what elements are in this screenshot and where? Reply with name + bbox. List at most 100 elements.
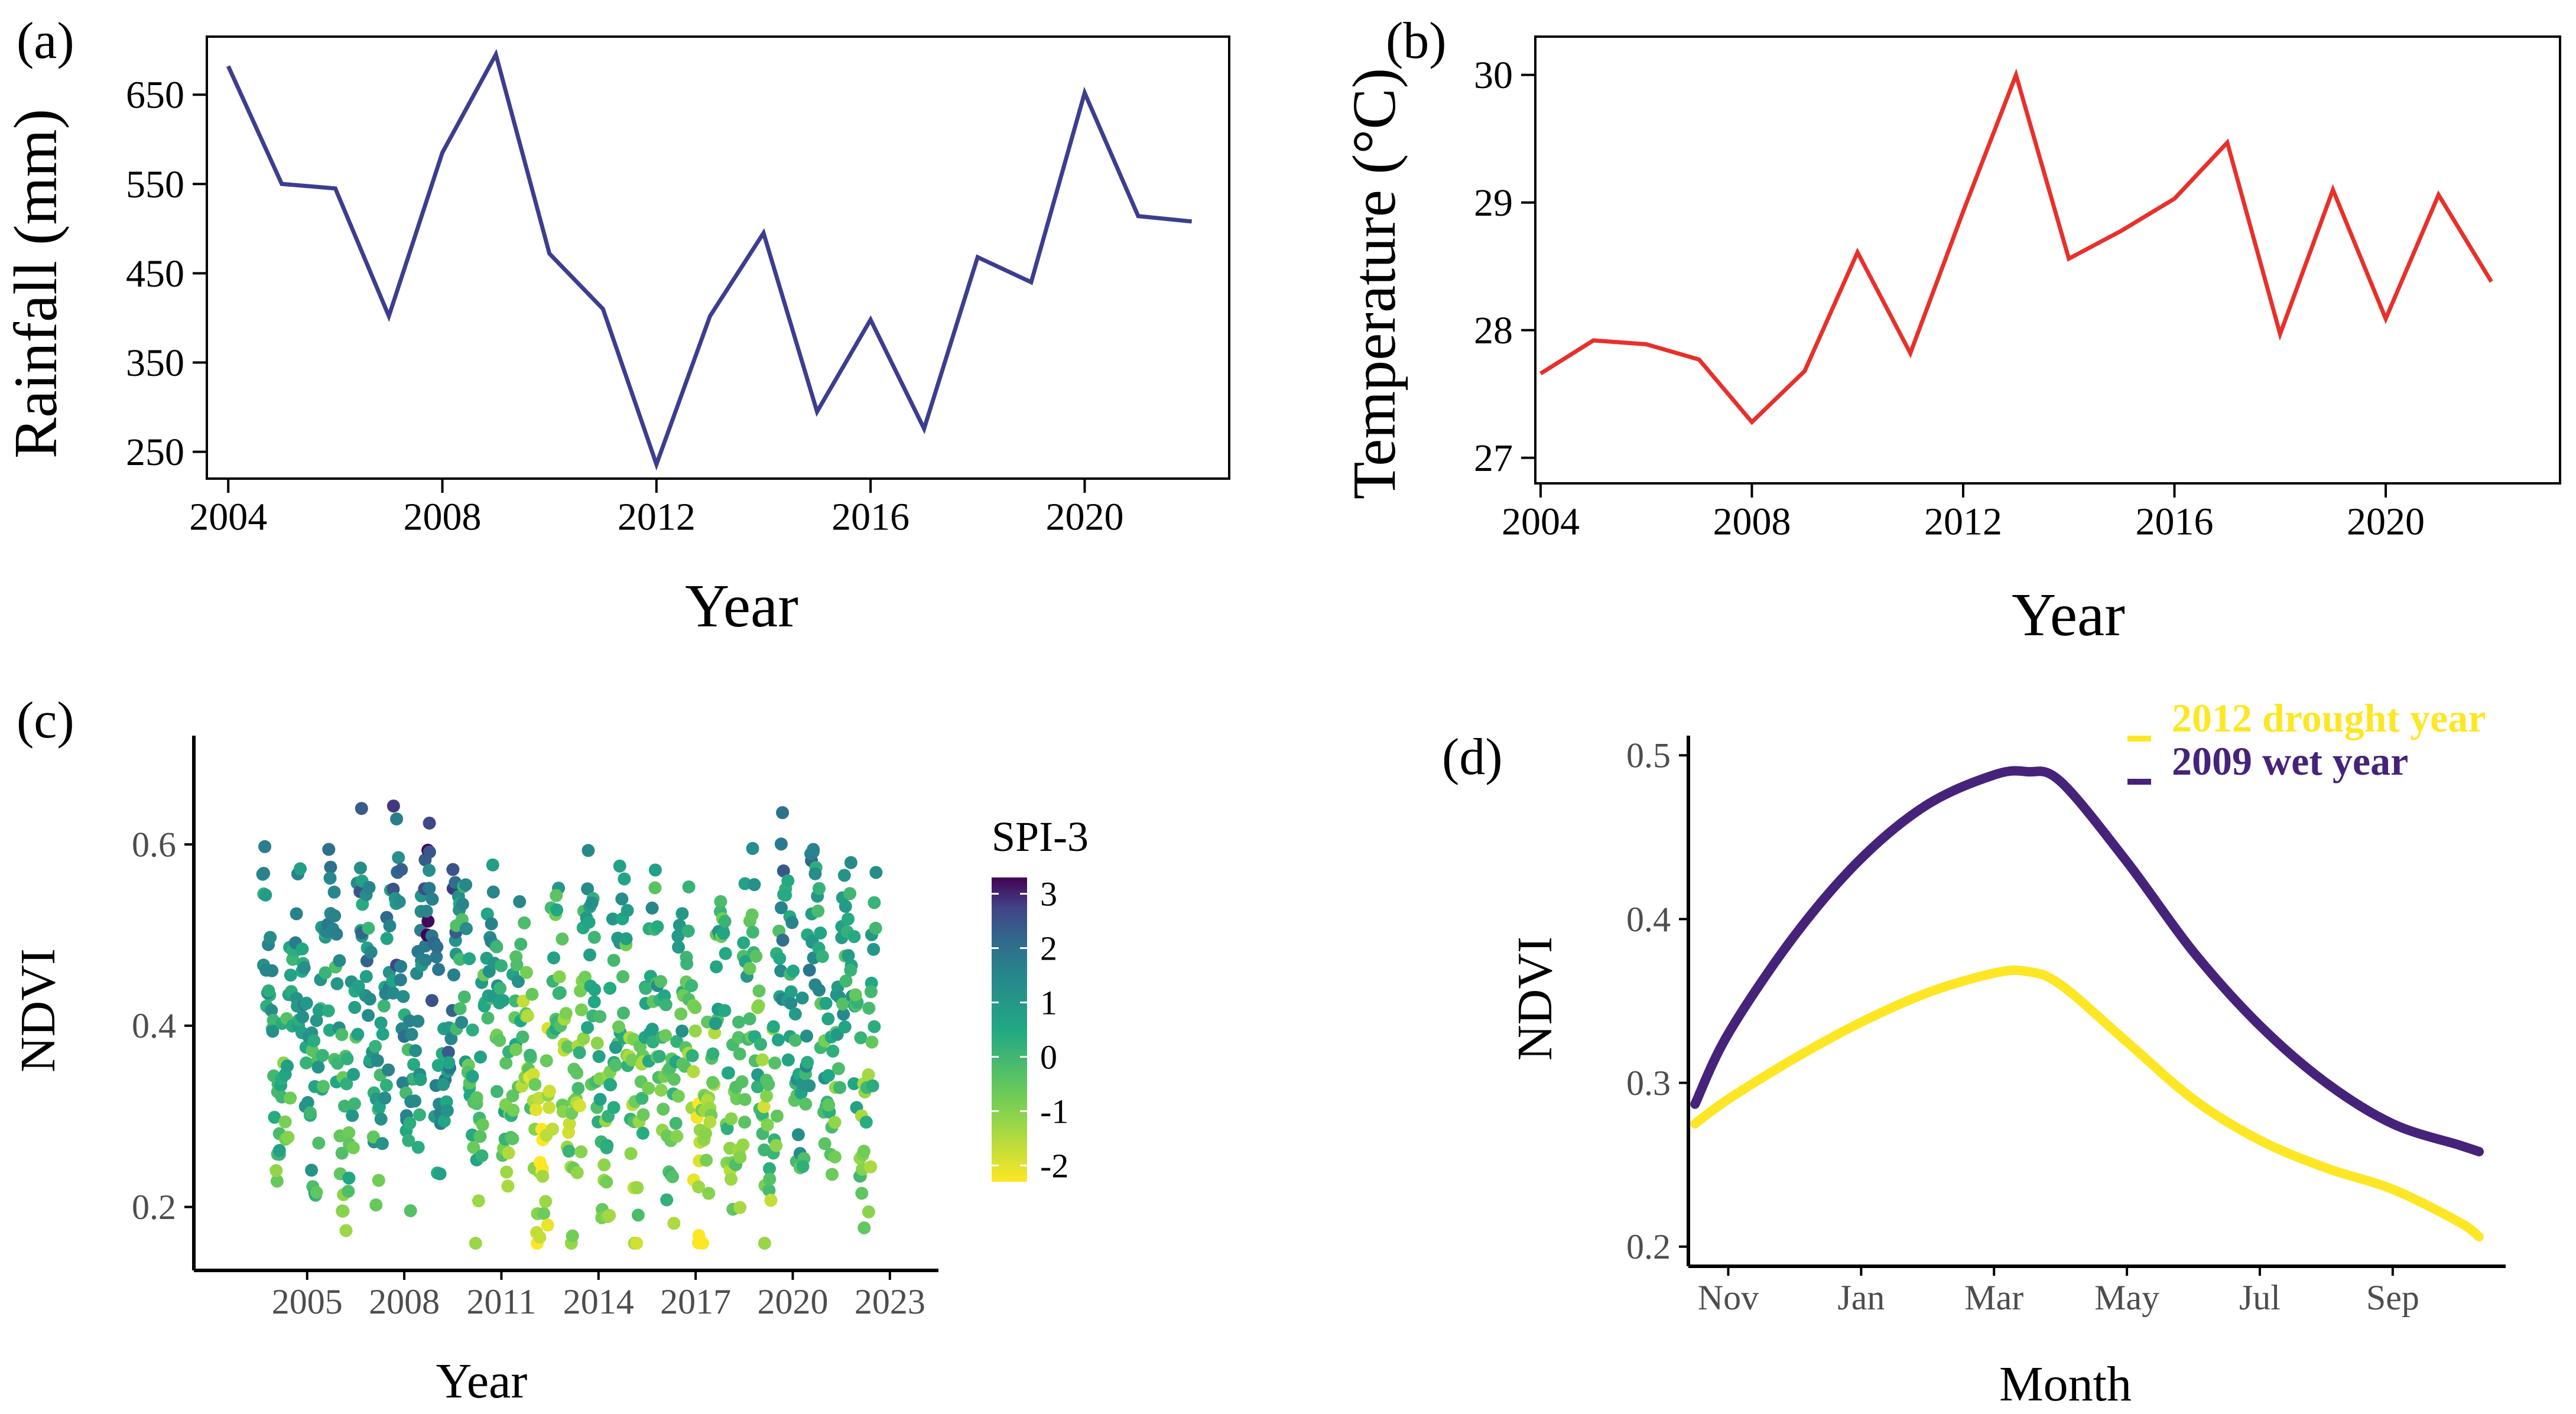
- scatter-point: [787, 964, 800, 978]
- y-tick-label: 27: [1474, 437, 1513, 480]
- scatter-point: [821, 1012, 835, 1026]
- scatter-point: [718, 1004, 732, 1018]
- scatter-point: [844, 856, 857, 869]
- scatter-point: [756, 1053, 769, 1067]
- scatter-point: [652, 1049, 666, 1063]
- scatter-point: [745, 908, 759, 922]
- scatter-point: [573, 1099, 586, 1113]
- scatter-point: [386, 986, 400, 1000]
- scatter-point: [738, 1093, 752, 1106]
- scatter-point: [563, 1117, 576, 1130]
- scatter-point: [432, 963, 446, 976]
- scatter-point: [311, 1060, 325, 1074]
- x-tick-label: Jul: [2239, 1278, 2281, 1317]
- scatter-point: [407, 1058, 420, 1071]
- panel-a-label: (a): [17, 12, 74, 70]
- scatter-point: [547, 951, 560, 965]
- scatter-point: [493, 1033, 506, 1047]
- scatter-point: [527, 1068, 540, 1081]
- scatter-point: [733, 1150, 747, 1164]
- scatter-point: [333, 954, 346, 967]
- scatter-point: [743, 962, 756, 975]
- scatter-point: [392, 895, 406, 909]
- scatter-point: [725, 1172, 738, 1186]
- scatter-point: [474, 1050, 487, 1064]
- scatter-point: [463, 952, 476, 966]
- scatter-point: [553, 970, 566, 984]
- colorbar-tick-label: 0: [1040, 1038, 1057, 1076]
- scatter-point: [543, 1084, 556, 1098]
- x-tick-label: 2016: [831, 496, 909, 539]
- scatter-point: [581, 882, 595, 896]
- scatter-point: [763, 1172, 777, 1186]
- scatter-point: [355, 802, 368, 815]
- scatter-point: [423, 817, 436, 830]
- scatter-point: [587, 995, 601, 1009]
- scatter-point: [316, 1049, 329, 1062]
- scatter-point: [738, 1116, 751, 1129]
- scatter-point: [550, 889, 563, 902]
- scatter-point: [570, 1166, 584, 1179]
- scatter-point: [826, 1044, 840, 1058]
- scatter-point: [603, 1078, 617, 1091]
- scatter-point: [808, 867, 822, 880]
- scatter-point: [310, 1185, 323, 1199]
- colorbar-tick-label: -2: [1040, 1146, 1068, 1185]
- scatter-point: [659, 998, 673, 1012]
- scatter-point: [300, 1056, 313, 1070]
- y-tick-label: 450: [126, 252, 184, 295]
- scatter-point: [659, 1029, 672, 1042]
- scatter-point: [581, 1021, 594, 1035]
- x-tick-label: Nov: [1698, 1278, 1759, 1317]
- x-tick-label: 2008: [1713, 500, 1791, 544]
- scatter-point: [418, 954, 432, 967]
- scatter-point: [425, 994, 438, 1007]
- legend-label: 2009 wet year: [2172, 739, 2408, 784]
- scatter-point: [394, 973, 407, 987]
- wet-year-line: [1690, 766, 2484, 1156]
- scatter-point: [359, 970, 373, 983]
- scatter-point: [788, 1033, 802, 1047]
- panel-d-ylabel: NDVI: [1508, 937, 1563, 1061]
- scatter-point: [625, 1054, 639, 1067]
- panel-c-label: (c): [17, 692, 74, 749]
- scatter-point: [486, 885, 500, 899]
- scatter-point: [460, 922, 473, 935]
- scatter-point: [284, 1091, 297, 1105]
- scatter-point: [284, 968, 297, 982]
- scatter-point: [347, 1097, 361, 1111]
- scatter-point: [645, 901, 659, 915]
- scatter-point: [819, 997, 833, 1010]
- scatter-point: [414, 1073, 427, 1087]
- scatter-point: [671, 1090, 685, 1103]
- scatter-point: [281, 1130, 295, 1144]
- scatter-point: [342, 1185, 355, 1198]
- scatter-point: [692, 1180, 706, 1194]
- scatter-point: [525, 987, 539, 1001]
- scatter-point: [301, 1096, 314, 1109]
- scatter-point: [382, 1063, 395, 1077]
- scatter-point: [607, 954, 621, 967]
- scatter-point: [490, 940, 503, 954]
- scatter-point: [533, 1230, 547, 1244]
- panel-c: (c) Year NDVI SPI-3 2005 2008 2011 2014 2017…: [11, 692, 1089, 1409]
- scatter-point: [447, 968, 460, 981]
- scatter-point: [524, 1048, 537, 1062]
- scatter-point: [386, 799, 400, 813]
- scatter-point: [342, 1126, 356, 1139]
- scatter-point: [773, 952, 787, 965]
- scatter-point: [587, 931, 601, 944]
- scatter-point: [431, 1059, 445, 1072]
- scatter-point: [618, 872, 631, 886]
- ndvi-scatter-points: [256, 799, 883, 1250]
- scatter-point: [766, 1020, 780, 1033]
- scatter-point: [394, 960, 408, 973]
- scatter-point: [550, 903, 564, 916]
- scatter-point: [706, 1075, 719, 1089]
- scatter-point: [842, 912, 855, 926]
- scatter-point: [779, 888, 792, 902]
- y-tick-label: 550: [126, 163, 184, 206]
- scatter-point: [369, 1198, 383, 1212]
- x-tick-label: 2004: [189, 496, 267, 539]
- scatter-point: [506, 1103, 520, 1117]
